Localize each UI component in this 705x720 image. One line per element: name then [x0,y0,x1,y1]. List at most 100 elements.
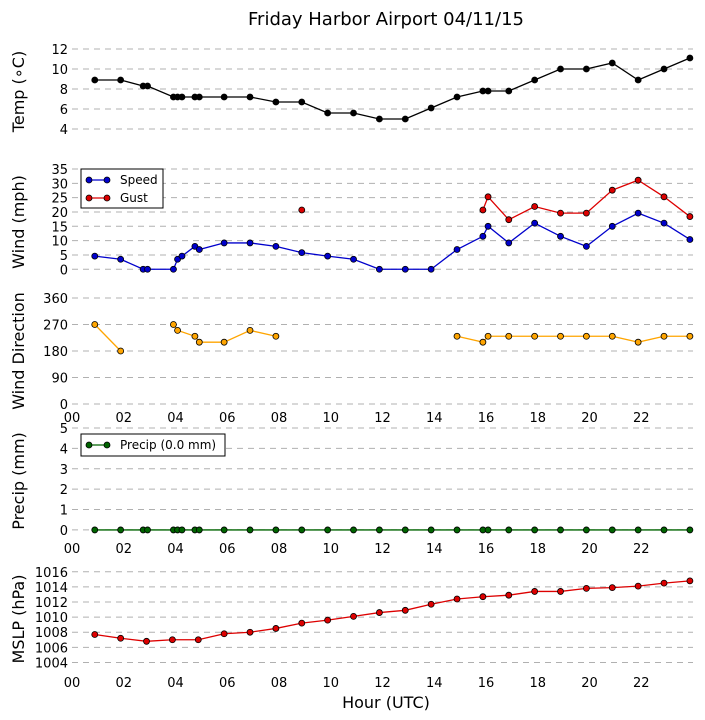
data-point [170,265,177,273]
data-point [531,76,539,84]
data-point [484,332,492,340]
data-point [505,332,513,340]
data-point [557,588,564,595]
data-point [427,104,435,112]
data-point [195,246,203,253]
data-point [168,636,176,644]
data-point [582,242,590,250]
data-point [144,526,151,534]
y-tick-label: 0 [60,263,68,278]
data-point [298,98,306,106]
data-point [484,222,492,230]
x-tick-label: 00 [64,676,81,691]
data-point [686,526,694,534]
x-tick-label: 14 [426,411,443,426]
legend: Speed Gust [80,168,164,209]
x-tick-label: 06 [219,542,236,557]
legend-marker [85,176,93,184]
data-point [401,265,409,273]
y-tick-label: 15 [51,220,68,235]
legend-box [80,433,226,457]
data-point [220,93,228,101]
x-tick-label: 04 [167,411,184,426]
data-point [608,332,616,340]
data-point [505,87,513,95]
x-tick-label: 22 [633,676,650,691]
x-tick-label: 18 [529,676,546,691]
data-point [660,193,668,201]
y-tick-label: 1012 [35,596,68,611]
data-point [427,526,435,534]
y-tick-label: 0 [60,398,68,413]
data-point [170,321,177,328]
data-point [375,115,383,123]
y-tick-label: 180 [43,345,68,360]
y-tick-label: 1008 [35,626,68,641]
data-point [272,526,280,534]
y-tick-label: 35 [51,163,68,178]
y-tick-label: 1006 [35,641,68,656]
y-tick-label: 1 [60,504,68,519]
data-point [117,347,125,355]
data-point [557,209,564,217]
data-point [298,619,306,627]
y-tick-label: 4 [60,123,68,138]
data-point [298,249,306,257]
x-axis-label: Hour (UTC) [342,693,430,712]
data-point [479,593,487,601]
data-point [350,526,357,534]
data-point [91,76,99,84]
data-point [117,76,125,84]
x-tick-label: 14 [426,676,443,691]
legend-marker [85,194,93,202]
data-point [686,236,694,243]
data-point [582,332,590,340]
y-axis-label: Wind Direction [9,292,28,410]
y-tick-label: 12 [51,43,68,58]
data-point [350,255,357,263]
y-tick-label: 0 [60,524,68,539]
data-point [220,239,228,247]
y-tick-label: 5 [60,249,68,264]
x-tick-label: 18 [529,542,546,557]
data-point [272,98,280,106]
data-point [375,265,383,273]
data-point [272,332,280,340]
data-point [324,252,332,260]
data-point [660,579,668,587]
data-point [505,239,513,247]
data-point [479,232,487,240]
y-tick-label: 10 [51,235,68,250]
data-point [195,338,203,346]
data-point [194,636,202,644]
data-point [191,332,199,340]
data-point [608,584,616,592]
data-point [484,193,492,201]
data-point [246,526,254,534]
data-point [582,585,590,592]
data-point [660,65,668,73]
x-tick-label: 02 [115,676,132,691]
y-tick-label: 1004 [35,656,68,671]
y-axis-label: Temp (∘C) [9,51,28,133]
data-point [350,612,357,620]
y-tick-label: 20 [51,206,68,221]
x-tick-label: 04 [167,676,184,691]
y-tick-label: 6 [60,103,68,118]
legend-marker [85,441,93,449]
y-tick-label: 5 [60,422,68,437]
data-point [634,209,642,217]
y-tick-label: 1016 [35,566,68,581]
panel-temp: 4 6 8 10 12 Temp (∘C) [9,43,694,138]
data-point [246,239,254,247]
data-point [634,582,642,590]
data-point [246,628,254,636]
legend-entry: Speed [120,173,158,187]
y-tick-label: 3 [60,463,68,478]
y-tick-label: 1010 [35,611,68,626]
y-tick-label: 8 [60,83,68,98]
data-point [505,216,513,224]
data-point [91,526,99,534]
